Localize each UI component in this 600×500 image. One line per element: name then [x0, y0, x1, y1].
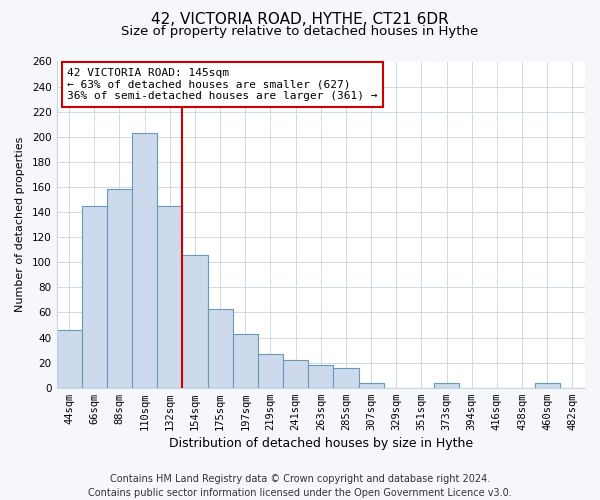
Bar [82, 206, 107, 388]
Bar [182, 254, 208, 388]
Bar [107, 190, 132, 388]
Text: Size of property relative to detached houses in Hythe: Size of property relative to detached ho… [121, 25, 479, 38]
Bar [208, 308, 233, 388]
Text: Contains HM Land Registry data © Crown copyright and database right 2024.
Contai: Contains HM Land Registry data © Crown c… [88, 474, 512, 498]
Bar [56, 330, 82, 388]
Bar [233, 334, 258, 388]
Y-axis label: Number of detached properties: Number of detached properties [15, 137, 25, 312]
X-axis label: Distribution of detached houses by size in Hythe: Distribution of detached houses by size … [169, 437, 473, 450]
Bar [535, 382, 560, 388]
Bar [334, 368, 359, 388]
Bar [157, 206, 182, 388]
Bar [132, 133, 157, 388]
Bar [283, 360, 308, 388]
Bar [359, 382, 383, 388]
Bar [308, 365, 334, 388]
Text: 42 VICTORIA ROAD: 145sqm
← 63% of detached houses are smaller (627)
36% of semi-: 42 VICTORIA ROAD: 145sqm ← 63% of detach… [67, 68, 377, 101]
Bar [258, 354, 283, 388]
Text: 42, VICTORIA ROAD, HYTHE, CT21 6DR: 42, VICTORIA ROAD, HYTHE, CT21 6DR [151, 12, 449, 28]
Bar [434, 382, 459, 388]
